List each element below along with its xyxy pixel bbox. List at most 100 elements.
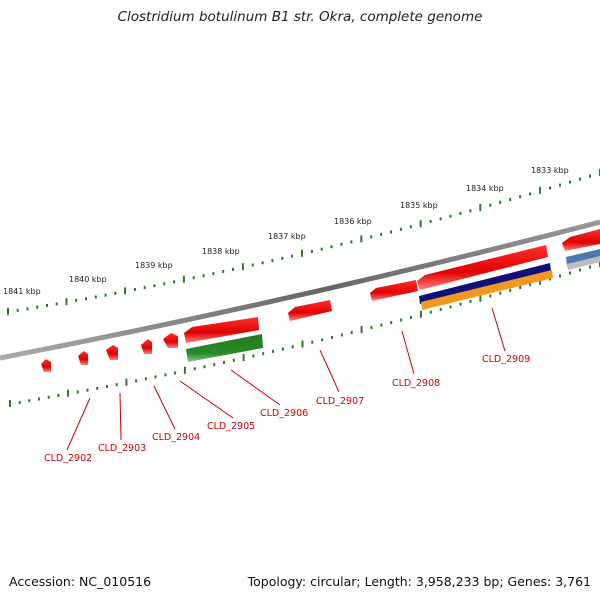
gene-cld-2906-small[interactable] [163, 333, 178, 348]
gene-cld-2904[interactable] [106, 345, 118, 360]
upper-scale-tick [459, 212, 462, 215]
lower-scale-tick [459, 302, 462, 306]
gene-gray-bar[interactable] [567, 256, 600, 270]
lower-scale-tick [429, 310, 432, 314]
upper-scale-tick [301, 249, 303, 257]
upper-scale-tick [330, 245, 333, 249]
annotation-bars [186, 249, 600, 362]
lower-scale-tick [252, 354, 255, 358]
upper-scale-tick [579, 177, 581, 181]
gene-next-red[interactable] [562, 229, 600, 251]
gene-cld-2902[interactable] [41, 359, 51, 372]
gene-features [41, 229, 600, 372]
lower-scale-tick [154, 375, 157, 379]
lower-scale-tick [479, 294, 482, 302]
upper-scale-tick [519, 195, 522, 199]
lower-scale-tick [549, 277, 552, 281]
lower-scale-tick [589, 265, 591, 269]
upper-scale-tick [310, 249, 313, 253]
gene-label-cld-2909[interactable]: CLD_2909 [482, 354, 530, 365]
gene-label-cld-2907[interactable]: CLD_2907 [316, 396, 364, 407]
genome-summary-text: Topology: circular; Length: 3,958,233 bp… [247, 574, 591, 589]
label-leader-lines [66, 307, 506, 451]
upper-scale-tick [124, 287, 127, 295]
lower-scale-tick [499, 291, 502, 295]
lower-scale-tick [18, 400, 21, 404]
gene-label-cld-2904[interactable]: CLD_2904 [152, 432, 200, 443]
upper-scale-tick [104, 293, 107, 297]
scale-label-1838: 1838 kbp [202, 247, 240, 256]
upper-scale-tick [46, 304, 48, 307]
lower-scale-tick [331, 335, 333, 339]
upper-scale-tick [439, 217, 442, 221]
upper-scale-tick [153, 284, 156, 288]
leader-cld-2906 [230, 369, 281, 406]
genome-title: Clostridium botulinum B1 str. Okra, comp… [117, 9, 483, 25]
gene-label-cld-2902[interactable]: CLD_2902 [44, 453, 92, 464]
lower-scale-tick [311, 340, 314, 344]
lower-scale-tick [9, 400, 11, 407]
lower-scale-tick [439, 308, 442, 311]
lower-scale-tick [400, 318, 403, 322]
scale-label-1840: 1840 kbp [69, 275, 107, 284]
lower-scale-tick [539, 277, 542, 285]
gene-cld-2909[interactable] [417, 245, 548, 290]
upper-scale-tick [16, 308, 19, 312]
scale-label-1835: 1835 kbp [400, 201, 438, 210]
upper-scale-tick [449, 214, 452, 218]
gene-orange-bar[interactable] [421, 270, 553, 310]
upper-scale-tick [212, 272, 215, 276]
accession-text: Accession: NC_010516 [9, 574, 152, 589]
leader-cld-2903 [119, 392, 122, 441]
upper-scale-tick [163, 282, 166, 286]
upper-scale-tick [539, 186, 542, 194]
upper-scale-tick [569, 180, 571, 184]
lower-scale-tick [232, 358, 235, 362]
lower-scale-tick [125, 378, 128, 386]
gene-blue-bar[interactable] [566, 249, 600, 266]
lower-scale-tick [360, 326, 363, 334]
upper-scale-tick [549, 186, 552, 190]
leader-cld-2902 [66, 397, 91, 451]
upper-scale-tick [291, 254, 294, 258]
upper-scale-tick [499, 200, 502, 204]
lower-scale-tick [301, 340, 304, 348]
upper-scale-tick [559, 183, 561, 187]
gene-green-bar[interactable] [186, 334, 263, 362]
upper-scale-tick [75, 298, 78, 302]
leader-cld-2908 [401, 330, 415, 375]
gene-cld-2906[interactable] [184, 317, 259, 343]
gene-cld-2908[interactable] [370, 280, 418, 301]
gene-label-cld-2903[interactable]: CLD_2903 [98, 443, 146, 454]
upper-scale-tick [271, 259, 274, 263]
gene-cld-2903[interactable] [78, 351, 88, 365]
gene-label-cld-2906[interactable]: CLD_2906 [260, 408, 308, 419]
scale-label-1836: 1836 kbp [334, 217, 372, 226]
upper-scale-tick [409, 225, 412, 229]
upper-scale-tick [489, 203, 492, 207]
lower-scale-tick [489, 294, 492, 298]
leader-cld-2909 [491, 307, 506, 352]
lower-scale-tick [144, 377, 147, 381]
upper-scale-tick [390, 230, 392, 234]
scale-label-1839: 1839 kbp [135, 261, 173, 270]
lower-scale-tick [262, 352, 265, 356]
upper-scale-tick [589, 174, 591, 178]
lower-scale-tick [449, 305, 452, 309]
gene-navy-bar[interactable] [419, 263, 551, 304]
gene-labels: CLD_2902 CLD_2903 CLD_2904 CLD_2905 CLD_… [44, 354, 530, 464]
gene-label-cld-2908[interactable]: CLD_2908 [392, 378, 440, 389]
scale-label-1837: 1837 kbp [268, 232, 306, 241]
lower-scale-tick [419, 310, 422, 318]
lower-scale-tick [47, 395, 50, 399]
gene-label-cld-2905[interactable]: CLD_2905 [207, 421, 255, 432]
upper-scale-tick [85, 297, 87, 301]
lower-scale-tick [223, 360, 225, 364]
upper-scale-tick [143, 286, 146, 290]
lower-scale-tick [174, 371, 177, 375]
gene-cld-2905[interactable] [141, 339, 152, 354]
upper-scale-tick [509, 198, 512, 202]
lower-scale-tick [410, 315, 412, 319]
gene-cld-2907[interactable] [288, 300, 332, 321]
